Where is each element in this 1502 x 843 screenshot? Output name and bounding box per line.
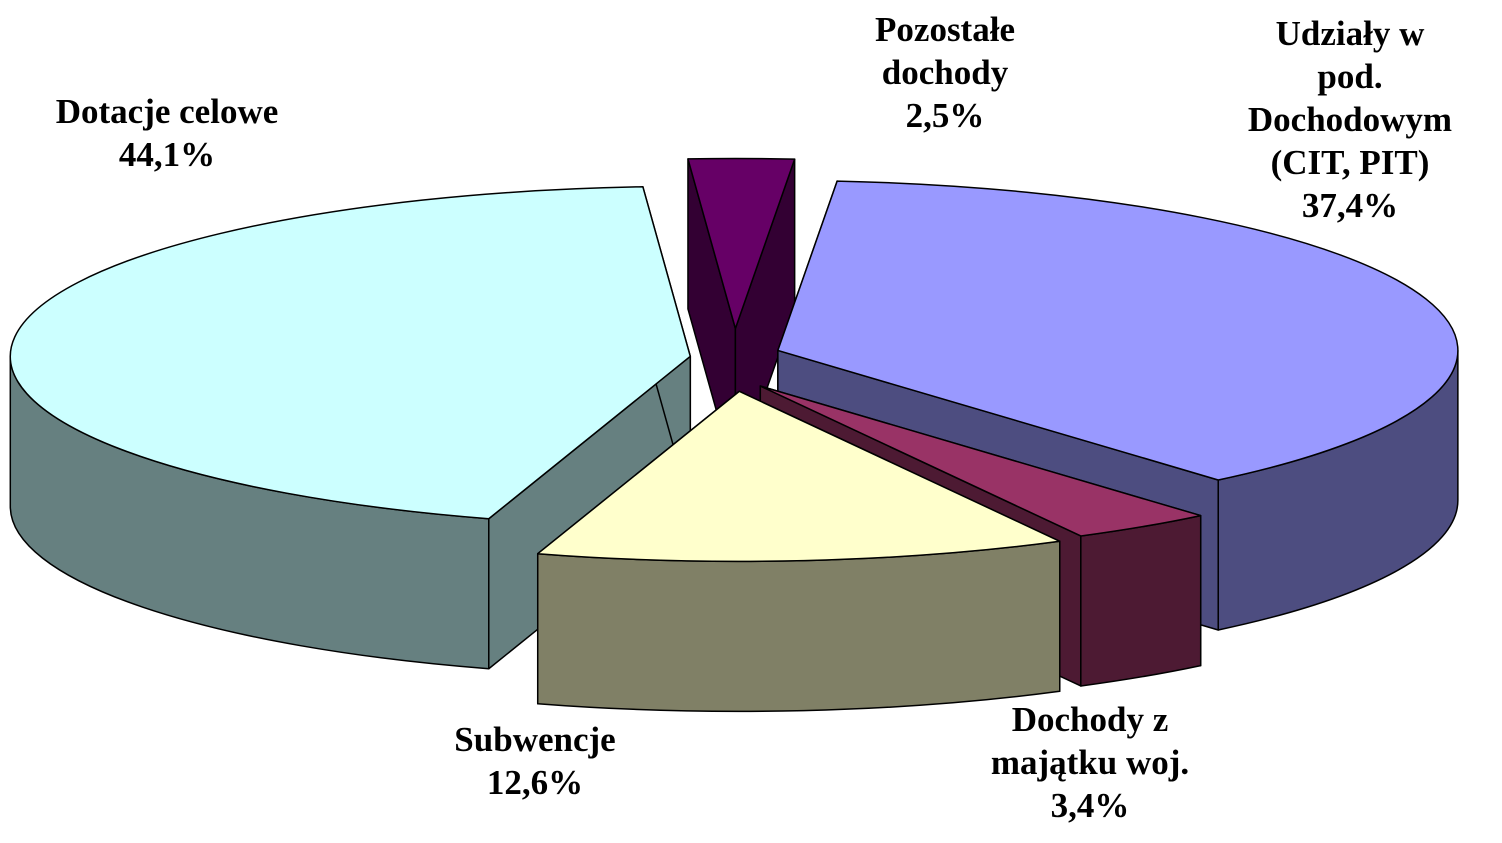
slice-wall — [536, 540, 1061, 713]
slice-label: Dotacje celowe 44,1% — [56, 90, 279, 176]
value-label: 44,1% — [118, 135, 216, 174]
category-label: Dochody z majątku woj. — [990, 700, 1190, 782]
slice — [687, 157, 796, 330]
category-label: Dotacje celowe — [55, 92, 279, 131]
slice — [777, 180, 1459, 481]
slice — [759, 385, 1202, 537]
category-label: Pozostałe dochody — [875, 10, 1015, 92]
slice-label: Pozostałe dochody 2,5% — [875, 8, 1015, 137]
category-label: Subwencje — [454, 720, 616, 759]
category-label: Udziały w pod. Dochodowym (CIT, PIT) — [1247, 14, 1453, 182]
slice-label: Subwencje 12,6% — [454, 718, 615, 804]
value-label: 2,5% — [905, 96, 985, 135]
value-label: 37,4% — [1301, 186, 1399, 225]
slice — [536, 390, 1061, 563]
slice-wall — [1080, 514, 1202, 687]
slice — [9, 186, 692, 520]
value-label: 3,4% — [1050, 786, 1130, 825]
value-label: 12,6% — [486, 763, 584, 802]
slice-label: Udziały w pod. Dochodowym (CIT, PIT) 37,4… — [1248, 12, 1452, 227]
slice-label: Dochody z majątku woj. 3,4% — [991, 698, 1189, 827]
